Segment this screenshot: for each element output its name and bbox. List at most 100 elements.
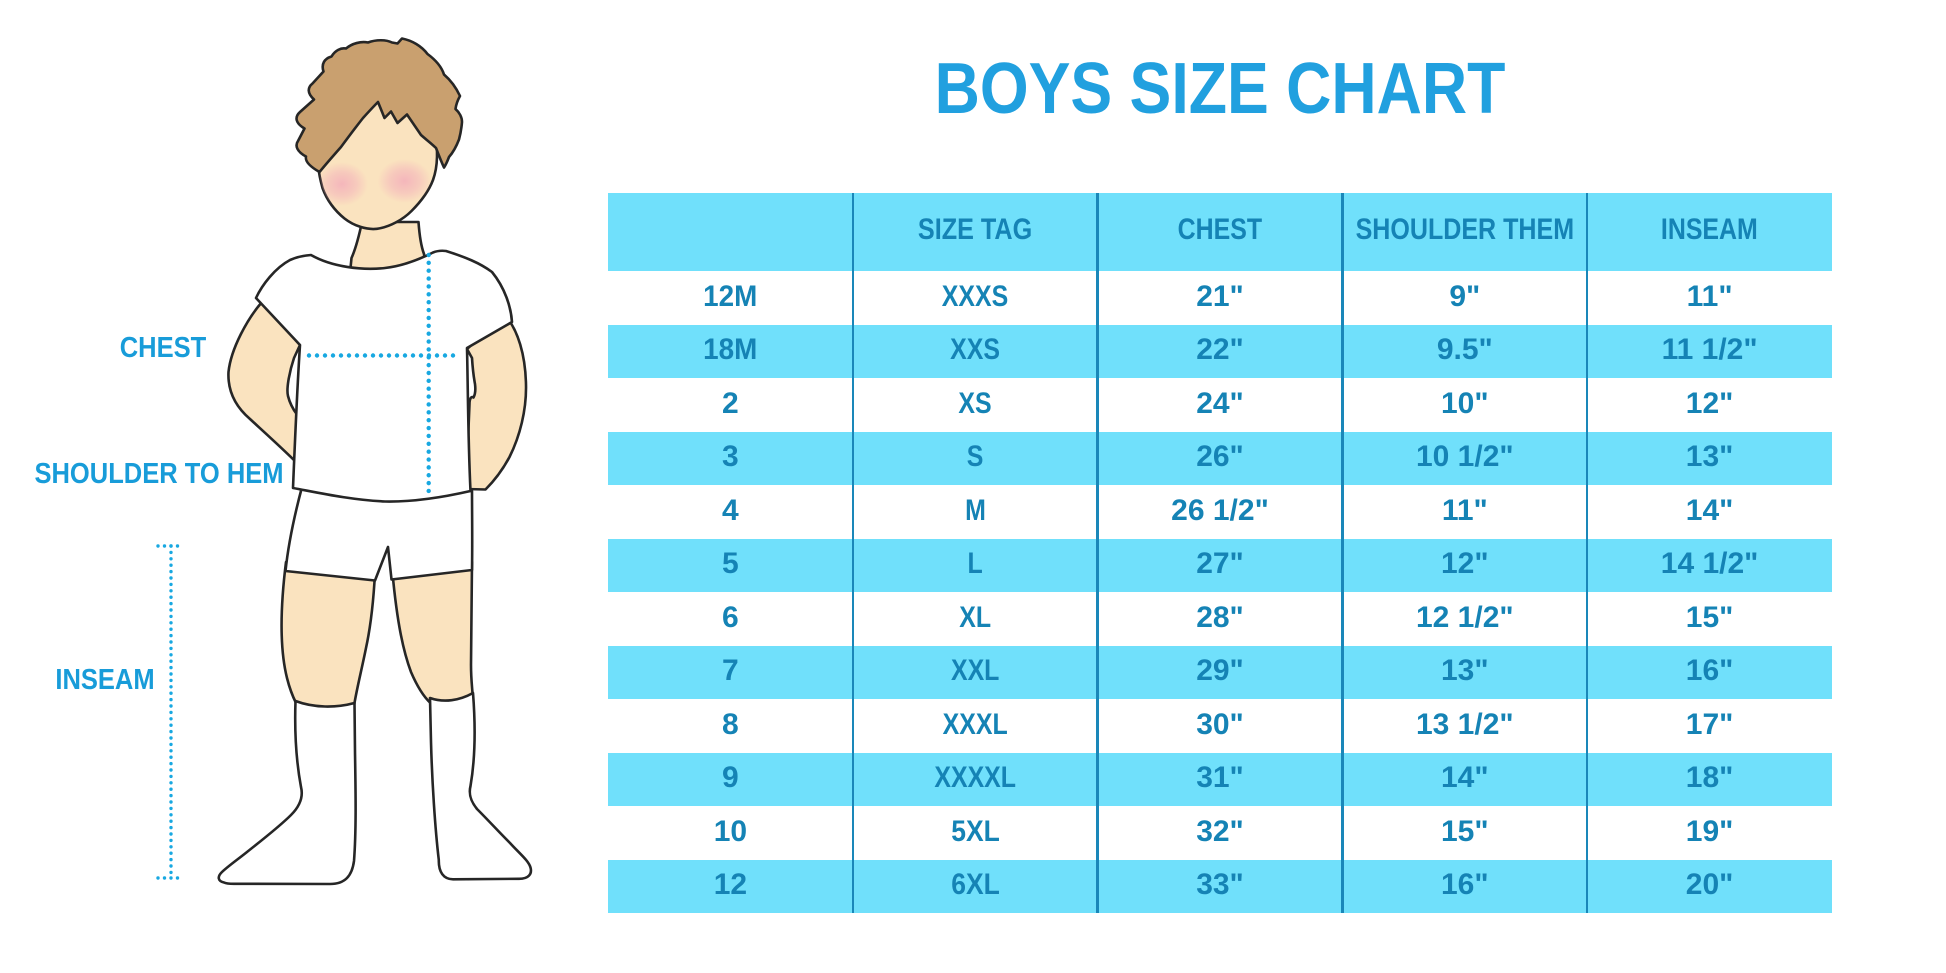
table-cell: 12 (713, 868, 748, 902)
table-cell: 9.5" (1436, 333, 1493, 367)
table-cell: 18M (703, 333, 758, 367)
table-cell: 27" (1196, 547, 1244, 581)
page-title: BOYS SIZE CHART (934, 49, 1506, 129)
right-sock (428, 691, 533, 881)
table-cell: 5XL (950, 814, 1000, 848)
header-cell: SHOULDER THEM (1355, 212, 1575, 246)
table-cell: 14" (1685, 493, 1734, 527)
figure-shapes (217, 37, 533, 886)
shoulder-to-hem-label: SHOULDER TO HEM (34, 458, 284, 490)
table-cell: 20" (1685, 868, 1734, 902)
table-cell: 6 (722, 600, 739, 634)
table-cell: 12 1/2" (1415, 600, 1514, 634)
table-row: 12M XXXS 21" 9" 11" (608, 271, 1832, 325)
table-row: 6 XL 28" 12 1/2" 15" (608, 592, 1832, 646)
table-cell: XXXS (941, 279, 1009, 313)
table-cell: 21" (1196, 279, 1244, 313)
size-table: SIZE TAG CHEST SHOULDER THEM INSEAM 12M XXXS 2… (608, 193, 1832, 913)
table-cell: 13" (1685, 440, 1734, 474)
table-row: 4 M 26 1/2" 11" 14" (608, 485, 1832, 539)
left-arm (227, 300, 317, 474)
table-cell: 4 (722, 493, 739, 527)
table-cell: 30" (1196, 707, 1244, 741)
table-cell: XXS (950, 333, 1001, 367)
table-cell: 11" (1686, 279, 1733, 313)
table-cell: 10 1/2" (1415, 440, 1514, 474)
table-cell: XL (959, 600, 992, 634)
table-row: 10 5XL 32" 15" 19" (608, 806, 1832, 860)
table-row: 8 XXXL 30" 13 1/2" 17" (608, 699, 1832, 753)
hair (295, 37, 464, 174)
table-cell: XXXL (942, 707, 1008, 741)
column-divider (1341, 193, 1344, 913)
inseam-label: INSEAM (55, 664, 155, 696)
table-cell: 11" (1441, 493, 1488, 527)
right-leg (390, 560, 474, 714)
table-cell: 16" (1685, 654, 1734, 688)
table-cell: 32" (1196, 814, 1244, 848)
table-cell: 12" (1440, 547, 1489, 581)
chest-label: CHEST (119, 332, 207, 364)
header-cell (608, 193, 853, 271)
table-cell: 13 1/2" (1415, 707, 1514, 741)
left-leg (280, 560, 377, 717)
measurement-lines (156, 252, 464, 880)
boy-figure-illustration (156, 37, 533, 886)
table-cell: 13" (1440, 654, 1489, 688)
table-cell: 19" (1685, 814, 1734, 848)
table-cell: L (967, 547, 983, 581)
table-cell: 15" (1685, 600, 1734, 634)
table-cell: 26 1/2" (1171, 493, 1269, 527)
table-cell: 26" (1196, 440, 1244, 474)
table-header-row: SIZE TAG CHEST SHOULDER THEM INSEAM (608, 193, 1832, 271)
header-cell: SIZE TAG (918, 212, 1033, 246)
column-divider (1585, 193, 1589, 913)
table-cell: 8 (722, 707, 739, 741)
table-cell: 33" (1196, 868, 1244, 902)
table-cell: 9 (722, 761, 739, 795)
left-cheek-blush (317, 162, 368, 206)
table-cell: S (966, 440, 984, 474)
table-cell: 16" (1440, 868, 1489, 902)
table-cell: XXL (950, 654, 1000, 688)
table-cell: M (964, 493, 986, 527)
table-cell: 24" (1196, 386, 1244, 420)
table-cell: 6XL (950, 868, 1000, 902)
table-cell: XXXXL (934, 761, 1017, 795)
table-row: 12 6XL 33" 16" 20" (608, 859, 1832, 913)
table-cell: 17" (1685, 707, 1734, 741)
table-cell: 12M (703, 279, 758, 313)
table-cell: 22" (1196, 333, 1244, 367)
table-cell: 29" (1196, 654, 1244, 688)
table-cell: 9" (1449, 279, 1481, 313)
table-row: 3 S 26" 10 1/2" 13" (608, 431, 1832, 485)
table-cell: 31" (1196, 761, 1244, 795)
table-cell: XS (958, 386, 992, 420)
table-cell: 14 1/2" (1660, 547, 1759, 581)
header-cell: CHEST (1177, 212, 1263, 246)
table-cell: 5 (722, 547, 739, 581)
shirt (254, 249, 514, 503)
table-cell: 10" (1440, 386, 1489, 420)
table-cell: 11 1/2" (1661, 333, 1758, 367)
table-row: 7 XXL 29" 13" 16" (608, 645, 1832, 699)
table-cell: 10 (713, 814, 748, 848)
shorts (284, 485, 474, 582)
table-cell: 14" (1440, 761, 1489, 795)
table-row: 9 XXXXL 31" 14" 18" (608, 752, 1832, 806)
table-cell: 28" (1196, 600, 1244, 634)
table-cell: 18" (1685, 761, 1734, 795)
right-cheek-blush (377, 159, 432, 203)
cheeks (317, 159, 432, 206)
table-row: 2 XS 24" 10" 12" (608, 378, 1832, 432)
table-cell: 15" (1440, 814, 1489, 848)
table-cell: 12" (1685, 386, 1734, 420)
table-cell: 7 (722, 654, 739, 688)
table-row: 5 L 27" 12" 14 1/2" (608, 538, 1832, 592)
header-cell: INSEAM (1661, 212, 1759, 246)
left-sock (217, 699, 357, 886)
column-divider (851, 193, 855, 913)
table-row: 18M XXS 22" 9.5" 11 1/2" (608, 324, 1832, 378)
table-cell: 3 (722, 440, 739, 474)
